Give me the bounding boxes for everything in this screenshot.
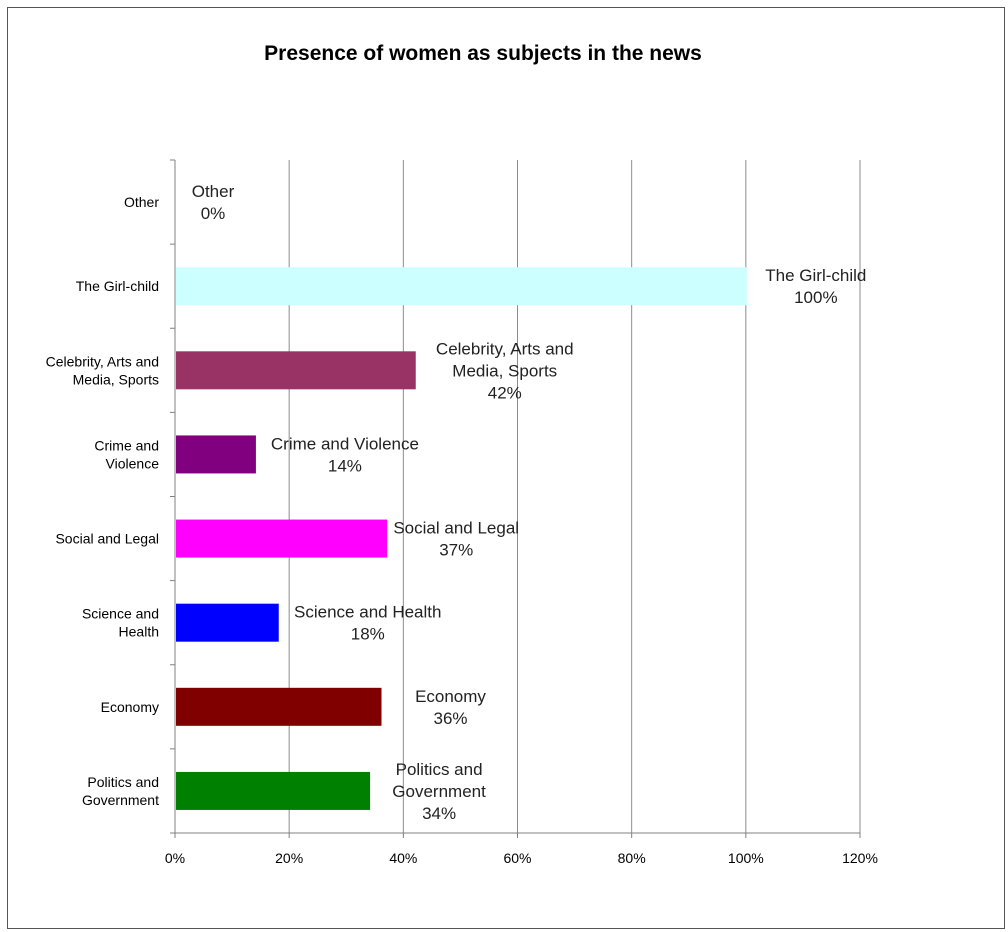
data-label-line: Celebrity, Arts and (436, 339, 574, 358)
data-label-line: 14% (328, 456, 362, 475)
data-label-line: Crime and Violence (271, 434, 419, 453)
category-label: The Girl-child (76, 278, 159, 294)
data-label-line: 18% (351, 625, 385, 644)
category-label-line: Violence (106, 455, 160, 471)
category-label-line: Social and Legal (55, 531, 159, 547)
chart-frame: Presence of women as subjects in the new… (7, 7, 1005, 929)
bar (176, 519, 388, 558)
bar (176, 351, 416, 390)
data-label-line: 100% (794, 288, 837, 307)
data-label: Other 0% (192, 182, 235, 223)
data-label: Crime and Violence 14% (271, 434, 419, 475)
category-label-line: Health (119, 624, 159, 640)
category-label: Social and Legal (55, 531, 159, 547)
data-label-line: 36% (433, 709, 467, 728)
data-label-line: 37% (439, 541, 473, 560)
chart-title: Presence of women as subjects in the new… (264, 42, 702, 65)
category-label: Science and Health (82, 606, 159, 640)
data-label: Celebrity, Arts and Media, Sports 42% (436, 339, 574, 402)
category-label: Other (124, 194, 159, 210)
x-tick-label: 100% (728, 850, 764, 866)
x-tick-label: 80% (618, 850, 646, 866)
category-label-line: Politics and (87, 774, 159, 790)
bar (176, 267, 747, 306)
category-label: Economy (101, 699, 159, 715)
bar (176, 687, 382, 726)
data-label: Economy 36% (415, 687, 486, 728)
data-label-line: 42% (488, 383, 522, 402)
bar-chart: Presence of women as subjects in the new… (46, 42, 878, 866)
axes: 0% 20% 40% 60% 80% 100% 120% (165, 159, 878, 866)
category-label-line: Government (82, 792, 159, 808)
category-label-line: Economy (101, 699, 159, 715)
data-label-line: Government (392, 782, 486, 801)
data-label-line: 34% (422, 804, 456, 823)
gridlines (288, 160, 861, 833)
x-tick-label: 0% (165, 850, 185, 866)
data-label-line: Science and Health (294, 603, 441, 622)
data-label-line: Politics and (396, 760, 483, 779)
data-label-line: Media, Sports (452, 361, 557, 380)
data-label-line: Other (192, 182, 235, 201)
bar (176, 435, 256, 474)
data-label: Science and Health 18% (294, 603, 441, 644)
category-label-line: Other (124, 194, 159, 210)
category-label-line: Celebrity, Arts and (46, 353, 159, 369)
x-tick-label: 40% (389, 850, 417, 866)
category-label-line: Science and (82, 606, 159, 622)
category-label-line: The Girl-child (76, 278, 159, 294)
x-tick-label: 20% (275, 850, 303, 866)
data-label-line: Economy (415, 687, 486, 706)
category-label: Celebrity, Arts and Media, Sports (46, 353, 159, 387)
data-label: The Girl-child 100% (765, 266, 866, 307)
data-label-line: 0% (201, 204, 226, 223)
bar (176, 771, 371, 810)
category-label-line: Media, Sports (73, 371, 159, 387)
x-tick-label: 120% (842, 850, 878, 866)
category-label-line: Crime and (94, 437, 159, 453)
bars (176, 267, 747, 810)
data-label: Politics and Government 34% (392, 760, 486, 823)
category-label: Politics and Government (82, 774, 159, 808)
category-label: Crime and Violence (94, 437, 159, 471)
data-label-line: The Girl-child (765, 266, 866, 285)
bar (176, 603, 279, 642)
data-label-line: Social and Legal (393, 519, 519, 538)
x-tick-label: 60% (503, 850, 531, 866)
data-label: Social and Legal 37% (393, 519, 519, 560)
